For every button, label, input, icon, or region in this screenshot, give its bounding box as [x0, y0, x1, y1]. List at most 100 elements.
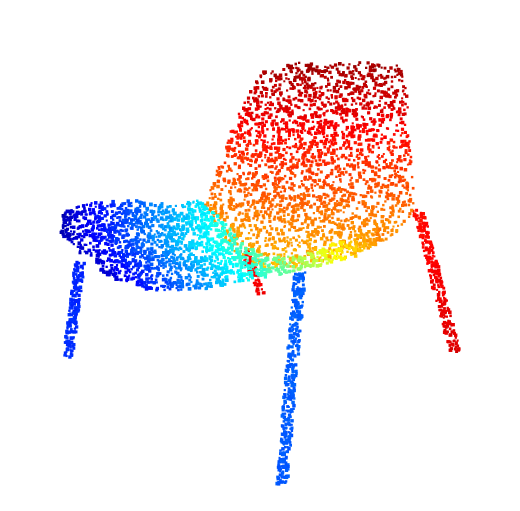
- point: [220, 222, 225, 226]
- point: [296, 218, 299, 222]
- point: [162, 227, 165, 230]
- point: [312, 264, 315, 267]
- point: [341, 130, 344, 134]
- point: [222, 203, 225, 206]
- point: [240, 156, 243, 160]
- point: [425, 254, 428, 257]
- point: [259, 262, 263, 266]
- point: [183, 235, 186, 238]
- point: [417, 229, 420, 232]
- point: [213, 193, 217, 196]
- point: [366, 246, 370, 250]
- point: [394, 70, 397, 73]
- point: [155, 281, 158, 284]
- point: [227, 164, 230, 168]
- point: [298, 261, 301, 264]
- point: [282, 194, 285, 197]
- point: [397, 109, 401, 113]
- point: [142, 201, 146, 206]
- point: [251, 111, 254, 115]
- point: [232, 270, 235, 273]
- point: [225, 215, 229, 219]
- point: [108, 269, 112, 273]
- point: [262, 216, 266, 220]
- point: [305, 239, 309, 243]
- point: [248, 186, 251, 190]
- point: [156, 259, 159, 262]
- point: [148, 261, 151, 264]
- point: [397, 209, 401, 213]
- point: [145, 261, 148, 264]
- point: [296, 161, 299, 165]
- point: [384, 237, 388, 241]
- point: [144, 287, 149, 291]
- point: [240, 150, 245, 155]
- point: [335, 223, 338, 226]
- point: [334, 110, 338, 114]
- point: [359, 102, 363, 106]
- point: [159, 210, 163, 214]
- point: [364, 155, 368, 159]
- point: [188, 211, 192, 215]
- point: [407, 153, 410, 156]
- point: [251, 265, 254, 269]
- point: [258, 245, 262, 248]
- point: [233, 272, 236, 275]
- point: [297, 106, 301, 110]
- point: [349, 251, 353, 255]
- point: [143, 232, 146, 236]
- point: [194, 219, 197, 222]
- point: [398, 191, 403, 195]
- point: [453, 332, 456, 335]
- point: [373, 178, 377, 181]
- point: [213, 259, 217, 263]
- point: [415, 218, 418, 221]
- point: [135, 244, 139, 248]
- point: [65, 219, 68, 222]
- point: [247, 271, 251, 275]
- point: [289, 69, 293, 73]
- point: [292, 236, 295, 240]
- point: [342, 211, 345, 214]
- point: [105, 219, 108, 222]
- point: [361, 200, 365, 204]
- point: [253, 183, 257, 188]
- point: [391, 159, 394, 162]
- point: [431, 270, 434, 274]
- point: [250, 228, 253, 232]
- point: [362, 98, 366, 103]
- point: [383, 177, 386, 180]
- point: [143, 264, 147, 268]
- point: [279, 265, 283, 269]
- point: [224, 259, 227, 263]
- point: [168, 263, 172, 267]
- point: [200, 210, 204, 214]
- point: [291, 145, 294, 148]
- point: [79, 245, 83, 249]
- point: [182, 264, 185, 267]
- point: [331, 188, 333, 191]
- point: [440, 299, 443, 303]
- point: [191, 213, 195, 217]
- point: [283, 128, 286, 131]
- point: [332, 142, 335, 145]
- point: [388, 174, 393, 179]
- point: [357, 63, 360, 66]
- point: [311, 120, 315, 123]
- point: [300, 172, 304, 175]
- point: [385, 74, 390, 79]
- point: [420, 212, 424, 216]
- point: [83, 250, 86, 253]
- point: [370, 138, 374, 141]
- point: [302, 164, 306, 168]
- point: [342, 71, 345, 75]
- point: [259, 90, 263, 95]
- point: [392, 99, 396, 104]
- point: [242, 183, 246, 187]
- point: [398, 155, 402, 159]
- point: [305, 82, 309, 86]
- point: [258, 105, 262, 108]
- point: [287, 213, 290, 216]
- point: [172, 256, 175, 260]
- point: [255, 212, 260, 217]
